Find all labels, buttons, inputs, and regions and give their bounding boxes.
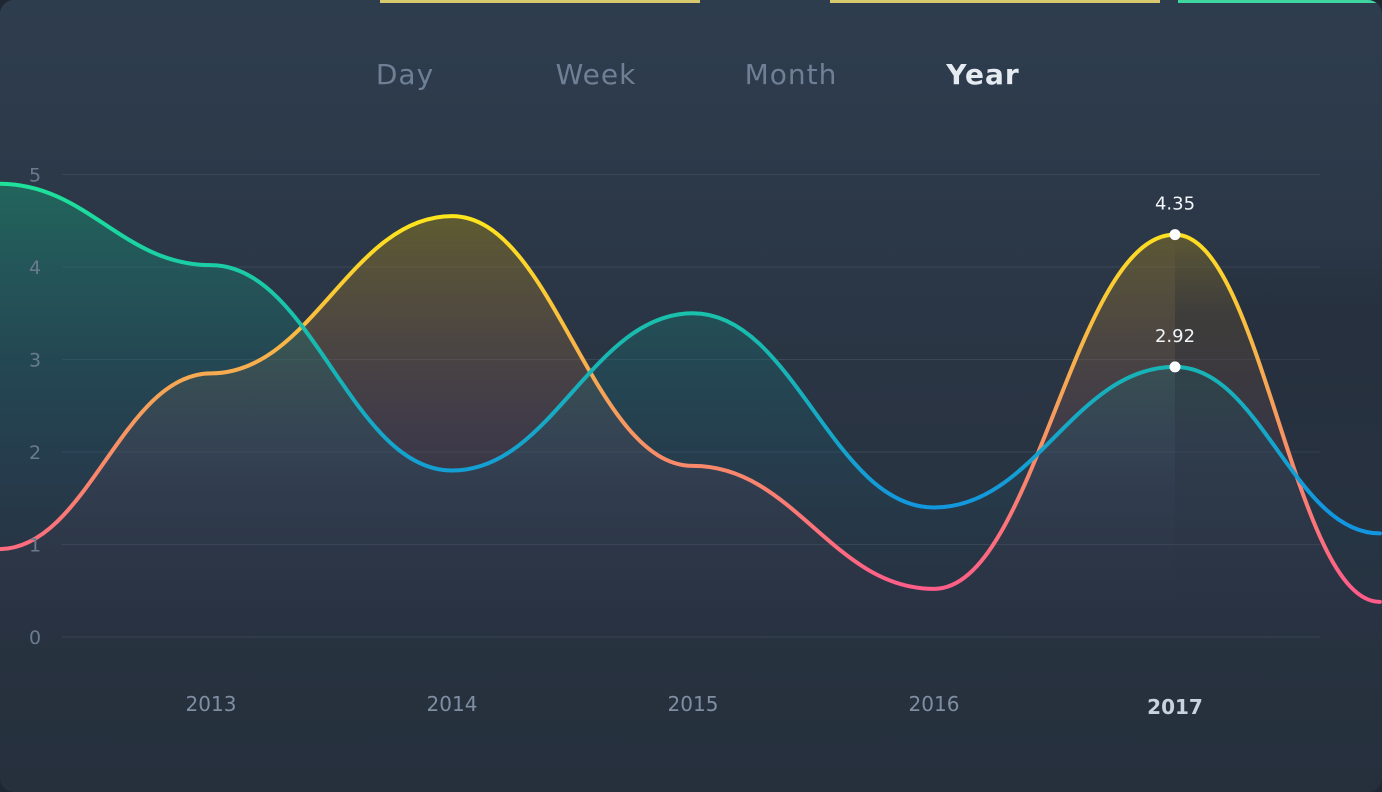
- y-tick-label: 1: [29, 535, 41, 557]
- y-tick-label: 0: [29, 627, 41, 649]
- y-tick-label: 2: [29, 442, 41, 464]
- x-tick-label[interactable]: 2015: [668, 692, 719, 716]
- tab-week[interactable]: Week: [555, 58, 637, 91]
- y-tick-label: 4: [29, 257, 41, 279]
- active-year-highlight: [1175, 234, 1382, 637]
- tab-month[interactable]: Month: [744, 58, 838, 91]
- y-tick-label: 3: [29, 350, 41, 372]
- tab-day[interactable]: Day: [375, 58, 435, 91]
- data-value-label: 2.92: [1155, 326, 1195, 347]
- area-fill-layer: [0, 183, 1382, 637]
- data-point-marker[interactable]: [1169, 361, 1181, 373]
- x-tick-label[interactable]: 2014: [427, 692, 478, 716]
- tab-year[interactable]: Year: [946, 58, 1020, 91]
- series-area-fill: [0, 183, 1380, 637]
- x-tick-label[interactable]: 2013: [186, 692, 237, 716]
- y-tick-label: 5: [29, 165, 41, 187]
- data-point-marker[interactable]: [1169, 229, 1181, 241]
- top-color-strip: [0, 0, 1382, 3]
- period-tabs: Day Week Month Year: [0, 58, 1382, 108]
- x-tick-label[interactable]: 2016: [909, 692, 960, 716]
- series-line[interactable]: [0, 214, 1382, 604]
- tick-label-layer: 0 1 2 3 4 5 2013 2014 2015 2016 2017 4.35 2.92: [29, 165, 1203, 720]
- x-tick-label[interactable]: 2017: [1147, 695, 1203, 719]
- marker-layer: [1169, 229, 1181, 373]
- data-value-label: 4.35: [1155, 194, 1195, 215]
